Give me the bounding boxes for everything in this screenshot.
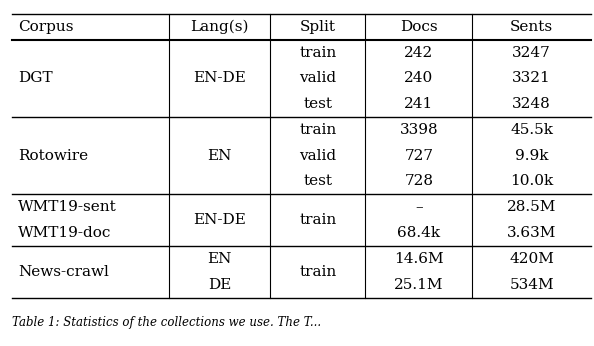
Text: 534M: 534M [509,277,554,292]
Text: train: train [299,265,336,279]
Text: WMT19-sent: WMT19-sent [18,200,116,214]
Text: 10.0k: 10.0k [510,174,553,189]
Text: 3247: 3247 [512,46,551,60]
Text: Table 1: Statistics of the collections we use. The T...: Table 1: Statistics of the collections w… [12,316,321,329]
Text: EN-DE: EN-DE [193,213,247,227]
Text: EN-DE: EN-DE [193,71,247,85]
Text: 3248: 3248 [512,97,551,111]
Text: News-crawl: News-crawl [18,265,109,279]
Text: train: train [299,123,336,137]
Text: train: train [299,213,336,227]
Text: Rotowire: Rotowire [18,149,88,163]
Text: 45.5k: 45.5k [510,123,553,137]
Text: DE: DE [208,277,232,292]
Text: 420M: 420M [509,252,554,266]
Text: –: – [415,200,422,214]
Text: 28.5M: 28.5M [507,200,557,214]
Text: EN: EN [207,149,232,163]
Text: 9.9k: 9.9k [515,149,548,163]
Text: Sents: Sents [510,20,553,34]
Text: Lang(s): Lang(s) [191,19,249,34]
Text: DGT: DGT [18,71,52,85]
Text: 240: 240 [404,71,434,85]
Text: 3.63M: 3.63M [507,226,557,240]
Text: 14.6M: 14.6M [394,252,444,266]
Text: 727: 727 [405,149,433,163]
Text: test: test [304,97,332,111]
Text: 68.4k: 68.4k [397,226,440,240]
Text: 728: 728 [405,174,433,189]
Text: 3398: 3398 [399,123,438,137]
Text: 241: 241 [404,97,434,111]
Text: 242: 242 [404,46,434,60]
Text: valid: valid [299,149,336,163]
Text: Docs: Docs [400,20,438,34]
Text: Split: Split [300,20,336,34]
Text: train: train [299,46,336,60]
Text: EN: EN [207,252,232,266]
Text: test: test [304,174,332,189]
Text: WMT19-doc: WMT19-doc [18,226,111,240]
Text: 25.1M: 25.1M [394,277,444,292]
Text: Corpus: Corpus [18,20,73,34]
Text: valid: valid [299,71,336,85]
Text: 3321: 3321 [512,71,551,85]
